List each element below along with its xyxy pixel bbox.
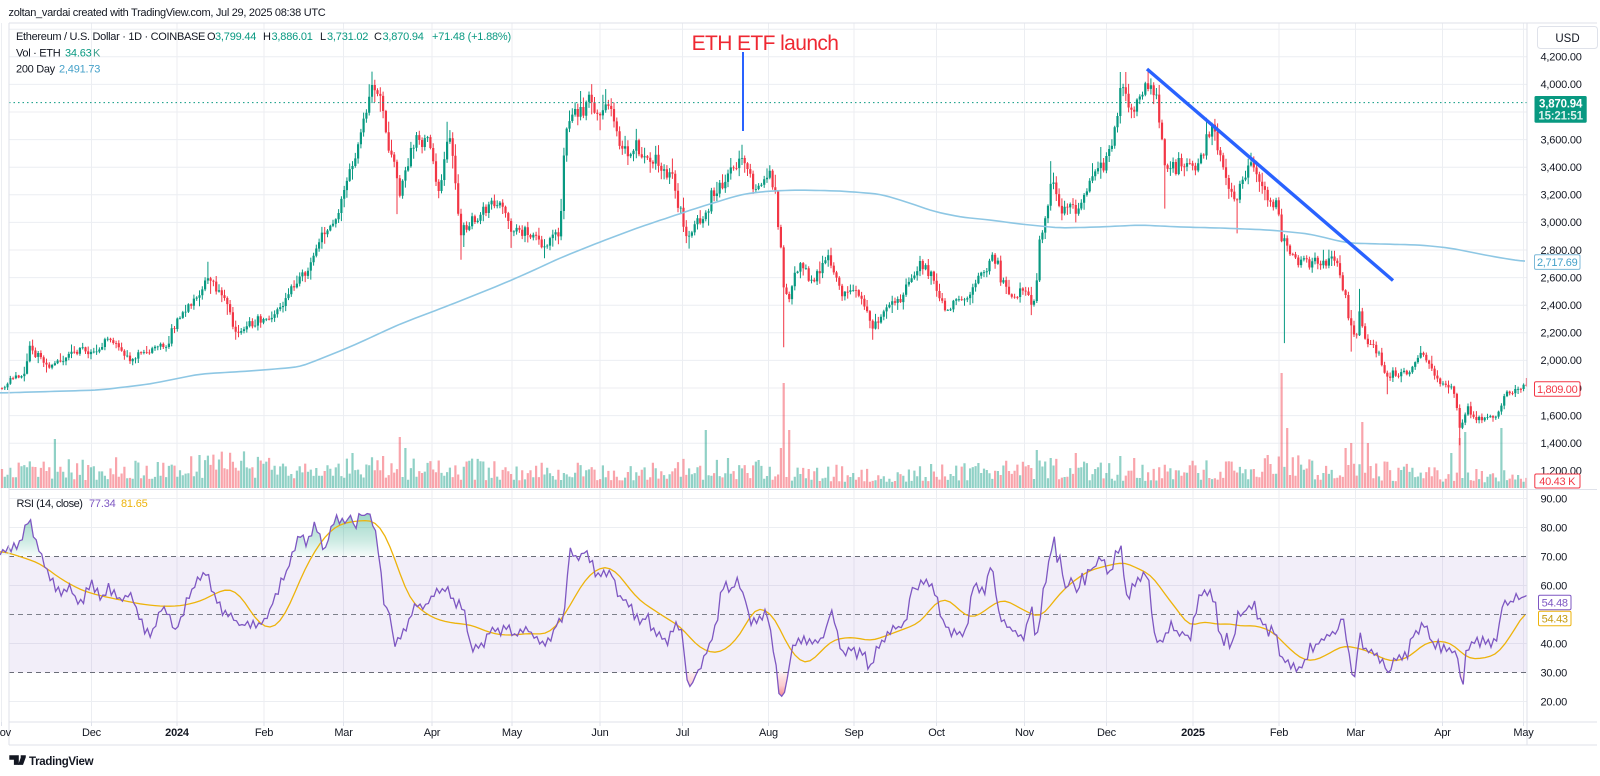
svg-text:80.00: 80.00 — [1541, 522, 1568, 534]
svg-text:Apr: Apr — [1434, 727, 1451, 739]
svg-text:54.48: 54.48 — [1542, 598, 1568, 610]
svg-text:Nov: Nov — [1015, 727, 1035, 739]
svg-text:RSI (14, close): RSI (14, close) — [17, 498, 83, 510]
svg-text:L: L — [320, 31, 326, 43]
svg-text:60.00: 60.00 — [1541, 580, 1568, 592]
svg-text:2024: 2024 — [165, 727, 190, 739]
svg-text:3,200.00: 3,200.00 — [1541, 190, 1582, 202]
svg-text:3,400.00: 3,400.00 — [1541, 162, 1582, 174]
svg-text:O: O — [207, 31, 216, 43]
svg-text:Ethereum / U.S. Dollar · 1D ·: Ethereum / U.S. Dollar · 1D · COINBASE — [16, 31, 205, 43]
svg-text:2,600.00: 2,600.00 — [1541, 272, 1582, 284]
svg-text:1,400.00: 1,400.00 — [1541, 438, 1582, 450]
svg-text:2,491.73: 2,491.73 — [59, 64, 100, 76]
svg-text:Dec: Dec — [82, 727, 102, 739]
svg-text:Nov: Nov — [0, 727, 12, 739]
svg-text:2025: 2025 — [1181, 727, 1205, 739]
svg-text:3,870.94: 3,870.94 — [383, 31, 424, 43]
svg-text:Dec: Dec — [1097, 727, 1117, 739]
svg-text:54.43: 54.43 — [1542, 614, 1568, 626]
svg-text:2,400.00: 2,400.00 — [1541, 300, 1582, 312]
svg-text:K: K — [93, 48, 101, 60]
svg-text:2,800.00: 2,800.00 — [1541, 245, 1582, 257]
svg-text:3,886.01: 3,886.01 — [272, 31, 313, 43]
svg-text:ETH ETF launch: ETH ETF launch — [692, 32, 839, 55]
svg-text:H: H — [263, 31, 271, 43]
svg-text:3,600.00: 3,600.00 — [1541, 134, 1582, 146]
svg-text:Mar: Mar — [1346, 727, 1365, 739]
svg-text:200 Day: 200 Day — [16, 64, 56, 76]
svg-text:Feb: Feb — [1270, 727, 1288, 739]
svg-text:34.63: 34.63 — [65, 48, 92, 60]
svg-text:81.65: 81.65 — [121, 498, 148, 510]
svg-text:3,000.00: 3,000.00 — [1541, 217, 1582, 229]
svg-text:Mar: Mar — [334, 727, 353, 739]
svg-text:70.00: 70.00 — [1541, 551, 1568, 563]
svg-text:1,809.00: 1,809.00 — [1537, 384, 1578, 396]
svg-text:Oct: Oct — [928, 727, 945, 739]
svg-text:4,200.00: 4,200.00 — [1541, 52, 1582, 64]
svg-text:Jul: Jul — [676, 727, 689, 739]
svg-text:+71.48 (+1.88%): +71.48 (+1.88%) — [432, 31, 511, 43]
svg-text:TradingView: TradingView — [29, 756, 94, 768]
svg-text:3,731.02: 3,731.02 — [327, 31, 368, 43]
svg-text:1,600.00: 1,600.00 — [1541, 410, 1582, 422]
svg-text:C: C — [374, 31, 382, 43]
svg-text:Aug: Aug — [759, 727, 778, 739]
svg-text:2,200.00: 2,200.00 — [1541, 328, 1582, 340]
svg-text:USD: USD — [1555, 33, 1579, 45]
svg-text:40.43 K: 40.43 K — [1539, 476, 1576, 488]
svg-text:Jun: Jun — [591, 727, 608, 739]
svg-text:May: May — [502, 727, 523, 739]
svg-text:4,000.00: 4,000.00 — [1541, 79, 1582, 91]
svg-text:90.00: 90.00 — [1541, 493, 1568, 505]
svg-text:3,870.94: 3,870.94 — [1539, 99, 1583, 111]
svg-text:3,799.44: 3,799.44 — [215, 31, 256, 43]
svg-text:Sep: Sep — [845, 727, 864, 739]
svg-text:2,000.00: 2,000.00 — [1541, 355, 1582, 367]
svg-text:15:21:51: 15:21:51 — [1538, 111, 1583, 123]
svg-text:Apr: Apr — [424, 727, 441, 739]
svg-text:77.34: 77.34 — [89, 498, 116, 510]
svg-text:20.00: 20.00 — [1541, 696, 1568, 708]
svg-text:Feb: Feb — [255, 727, 273, 739]
svg-text:40.00: 40.00 — [1541, 638, 1568, 650]
svg-text:2,717.69: 2,717.69 — [1537, 257, 1578, 269]
svg-text:zoltan_vardai created with Tra: zoltan_vardai created with TradingView.c… — [9, 7, 326, 19]
svg-text:Vol · ETH: Vol · ETH — [16, 48, 61, 60]
svg-text:May: May — [1513, 727, 1534, 739]
svg-text:30.00: 30.00 — [1541, 667, 1568, 679]
